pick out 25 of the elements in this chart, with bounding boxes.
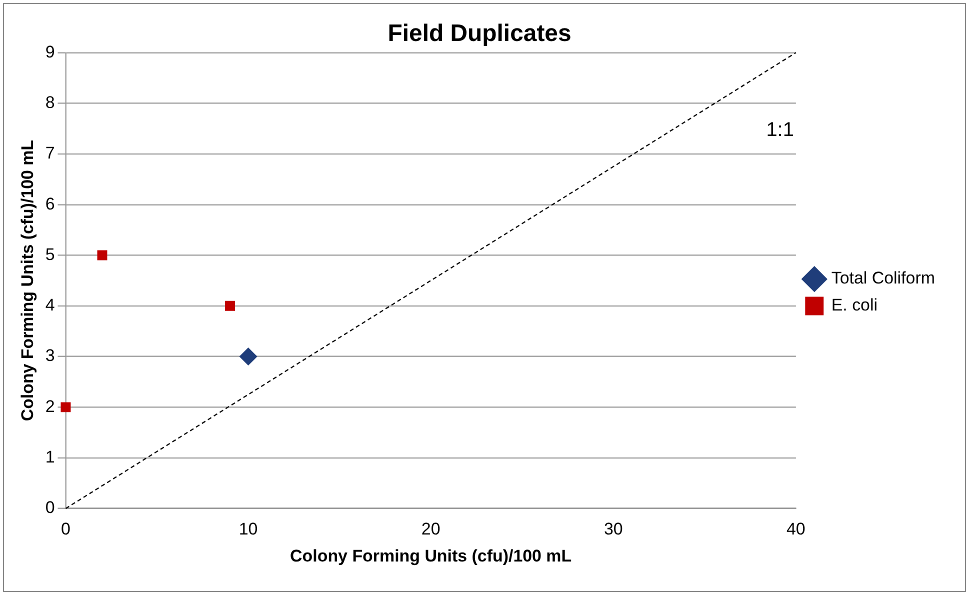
chart-title: Field Duplicates: [388, 20, 572, 47]
y-tick-label: 0: [45, 498, 55, 518]
y-tick-label: 7: [45, 144, 55, 163]
x-axis-title: Colony Forming Units (cfu)/100 mL: [290, 546, 572, 566]
y-tick-label: 8: [45, 92, 55, 112]
point: [60, 402, 71, 412]
legend-label: E. coli: [831, 296, 878, 315]
y-tick-label: 3: [45, 346, 55, 366]
y-tick-label: 6: [45, 194, 55, 214]
y-tick-label: 2: [45, 396, 55, 416]
x-tick-label: 40: [786, 519, 806, 538]
point: [240, 348, 258, 366]
x-tick-label: 20: [421, 519, 440, 538]
annotation: 1:1: [766, 118, 794, 141]
y-tick-label: 1: [45, 448, 55, 466]
y-tick-label: 5: [45, 244, 55, 264]
legend-label: Total Coliform: [831, 268, 935, 288]
y-tick-label: 9: [45, 42, 55, 62]
point: [97, 250, 108, 260]
x-tick-label: 10: [238, 519, 258, 538]
x-tick-label: 0: [61, 519, 70, 538]
x-tick-label: 30: [604, 519, 623, 538]
y-axis-title: Colony Forming Units (cfu)/100 mL: [18, 140, 37, 422]
point: [225, 300, 236, 311]
y-tick-label: 4: [45, 296, 55, 315]
